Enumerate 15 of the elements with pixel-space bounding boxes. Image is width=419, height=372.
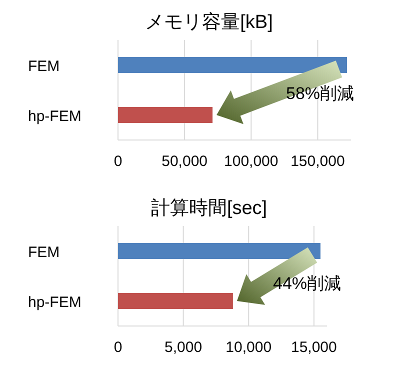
x-tick-label: 0	[114, 153, 122, 170]
chart-title: 計算時間[sec]	[150, 198, 268, 219]
x-tick-label: 5,000	[164, 339, 202, 356]
x-tick-label: 150,000	[290, 153, 345, 170]
x-tick-label: 50,000	[162, 153, 208, 170]
annotation: 58%削減	[286, 84, 354, 103]
y-tick-label: hp-FEM	[28, 294, 82, 311]
y-tick-label: FEM	[28, 58, 60, 75]
x-tick-label: 10,000	[226, 339, 272, 356]
x-tick-label: 100,000	[224, 153, 278, 170]
y-tick-label: FEM	[28, 244, 60, 261]
x-tick-label: 15,000	[290, 339, 337, 356]
chart-title: メモリ容量[kB]	[145, 11, 273, 33]
y-tick-label: hp-FEM	[28, 108, 82, 125]
x-tick-label: 0	[114, 339, 122, 356]
